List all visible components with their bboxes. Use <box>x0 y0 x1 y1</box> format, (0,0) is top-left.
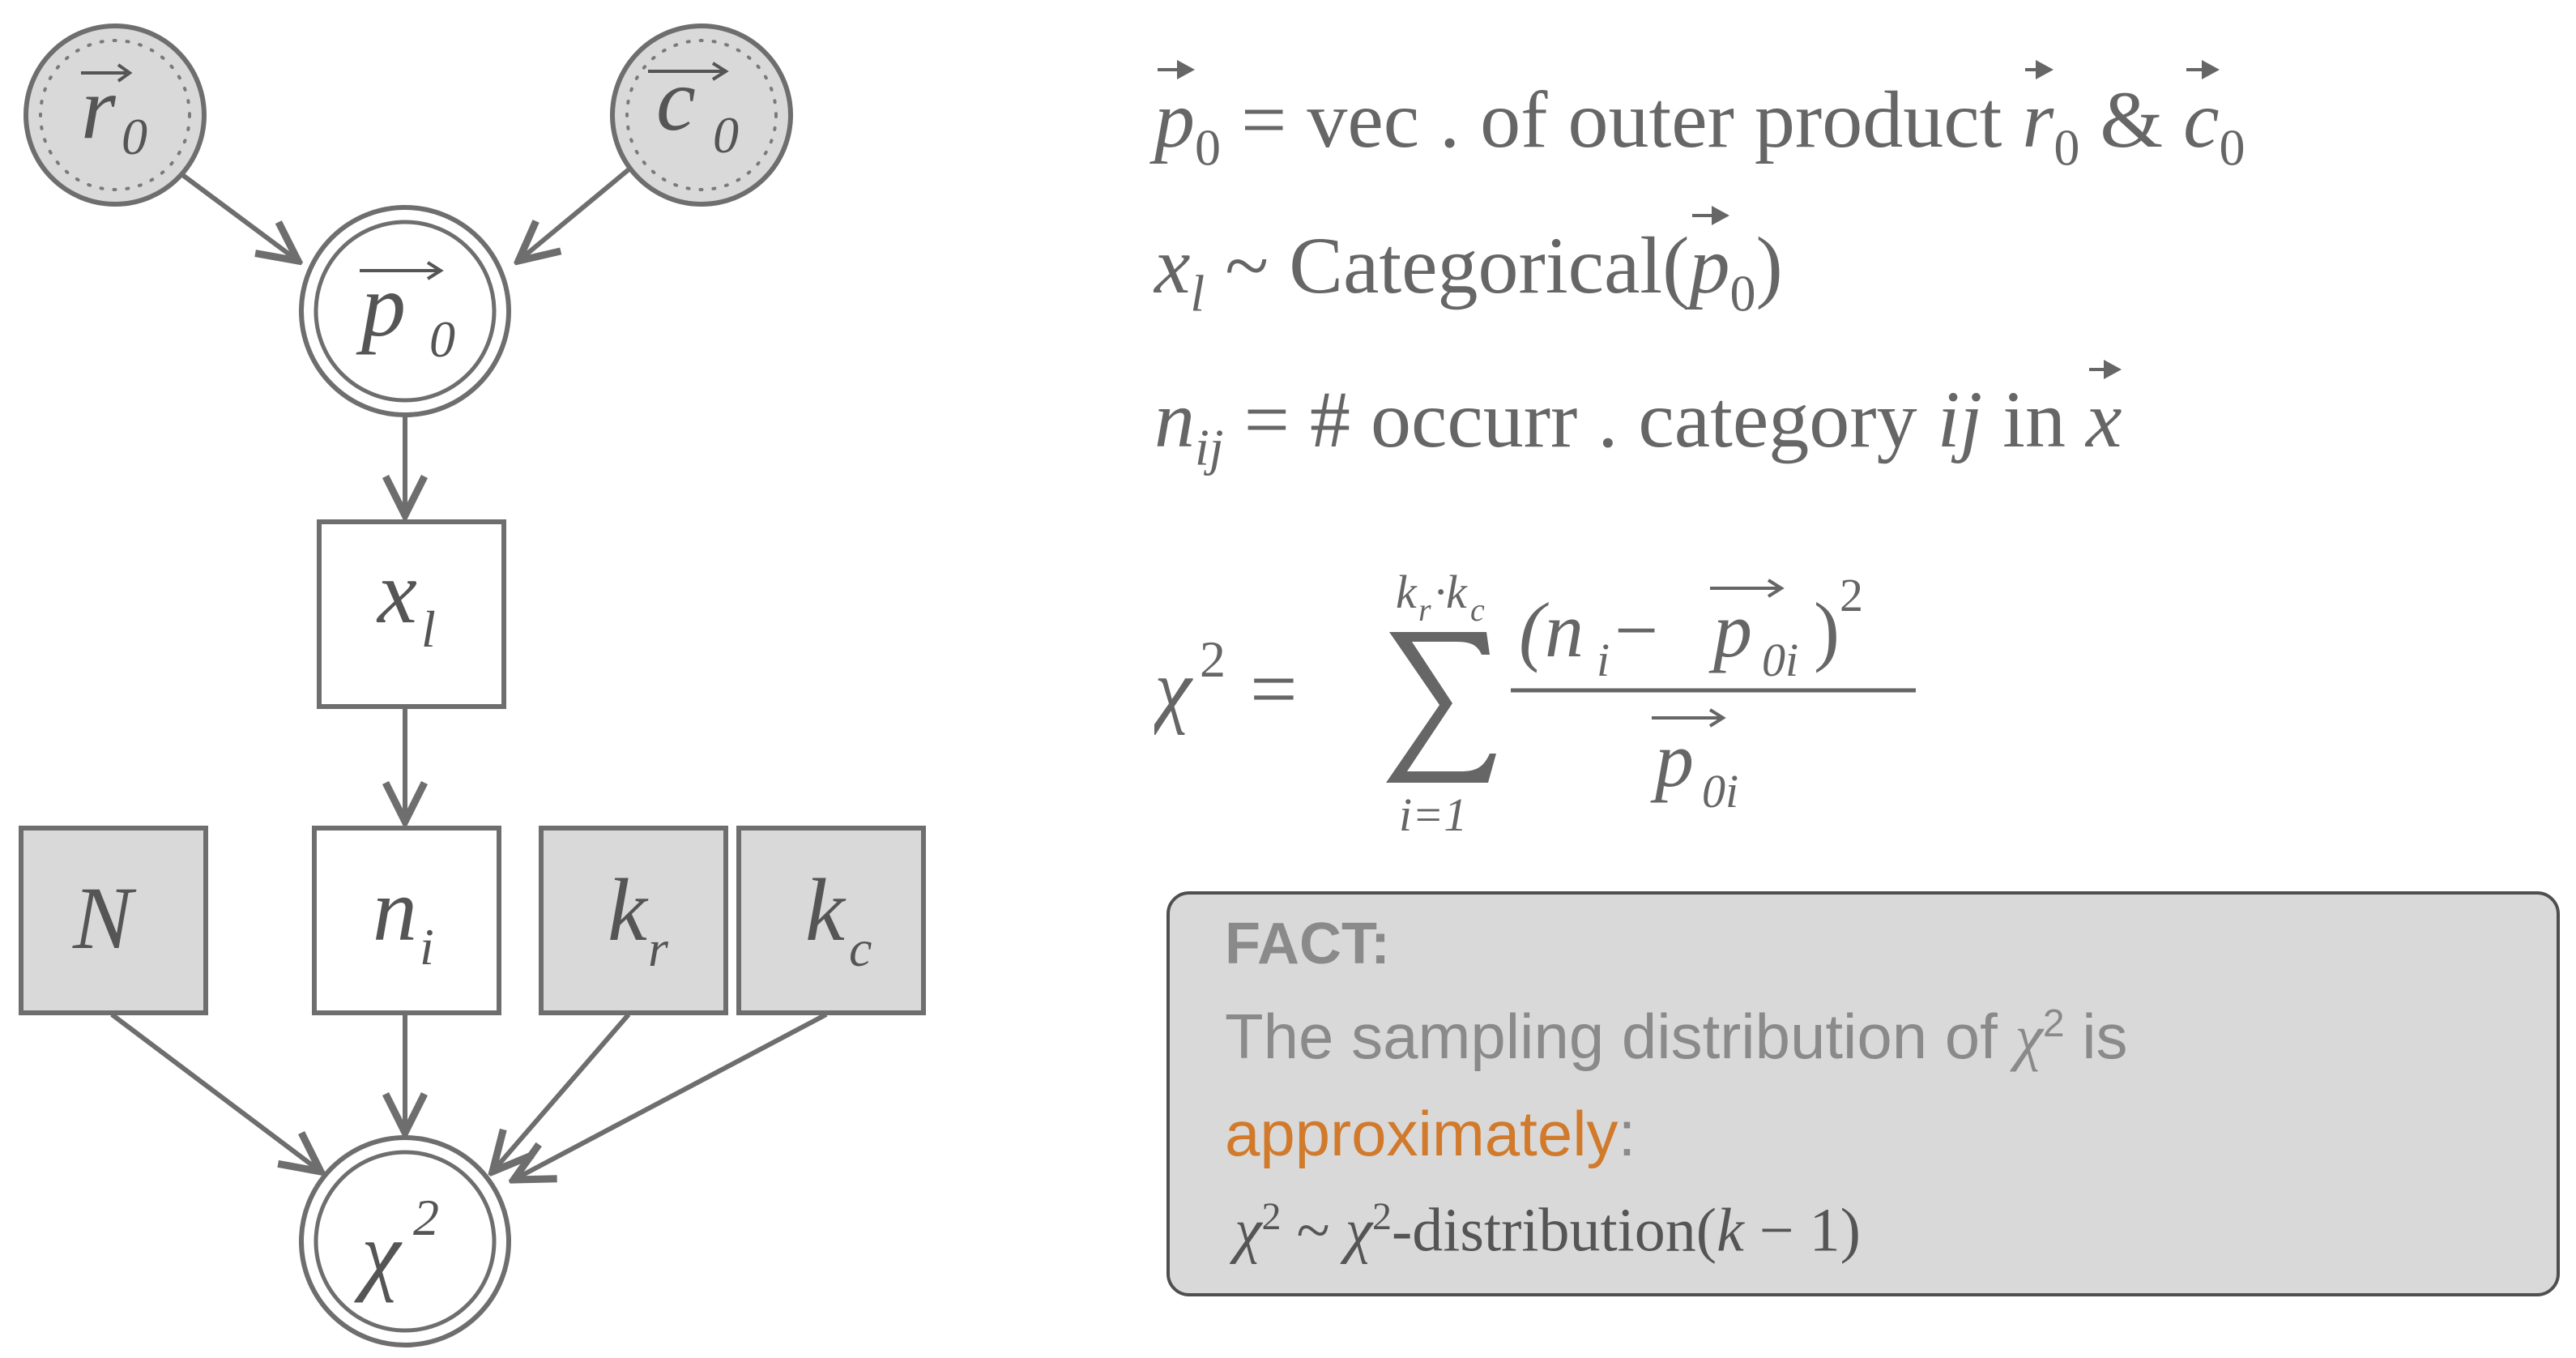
eq2-p-sub: 0 <box>1729 264 1756 322</box>
eq4-num-close: ) <box>1814 587 1840 673</box>
fact-title: FACT: <box>1225 912 1390 976</box>
node-chi-sup: 2 <box>413 1189 439 1246</box>
fact-line1-pre: The sampling distribution of <box>1225 1001 2015 1072</box>
eq2-p: p <box>1689 206 1730 310</box>
eq1-c-sub: 0 <box>2219 118 2245 177</box>
fact-formula-tilde: ~ <box>1281 1196 1346 1265</box>
graphical-model: r 0 c 0 p 0 x l N n i k r <box>19 23 926 1347</box>
node-kr-base: k <box>608 860 649 959</box>
eq1-r-sub: 0 <box>2054 118 2080 177</box>
node-chi-squared: χ 2 <box>299 1135 511 1347</box>
node-xl: x l <box>317 519 506 709</box>
node-kr: k r <box>539 826 728 1015</box>
eq4-equals: = <box>1250 643 1298 736</box>
eq3-x: x <box>2085 360 2122 464</box>
node-c0: c 0 <box>610 23 793 207</box>
eq1-c: c <box>2183 60 2220 164</box>
node-N-base: N <box>72 869 137 967</box>
eq1-amp: & <box>2079 75 2184 164</box>
equation-chi-squared-sum: χ 2 = k r · k c i=1 (n i − p 0i ) 2 p 0i <box>1154 566 1916 835</box>
node-kc-sub: c <box>849 920 872 977</box>
eq4-upper-k1: k <box>1396 566 1418 618</box>
eq2-tilde: ~ Categorical( <box>1205 220 1690 310</box>
fact-formula-rest: -distribution( <box>1392 1196 1717 1265</box>
eq3-mid: = # occurr . category <box>1223 374 1938 464</box>
fact-formula: χ2 ~ χ2-distribution(k − 1) <box>1235 1194 1861 1266</box>
eq4-lower: i=1 <box>1399 788 1467 835</box>
node-r0: r 0 <box>23 23 207 207</box>
fact-formula-chi2: χ <box>1345 1196 1372 1265</box>
eq3-ij: ij <box>1937 374 1983 464</box>
node-kr-sub: r <box>648 920 669 977</box>
fact-formula-k: k <box>1717 1196 1744 1265</box>
node-c0-base: c <box>656 50 696 149</box>
fact-formula-end: − 1) <box>1743 1196 1861 1265</box>
fact-line2-accent: approximately <box>1225 1098 1619 1169</box>
edge-c0-p0 <box>518 164 633 261</box>
eq3-n: n <box>1154 374 1195 464</box>
eq4-upper-k2: k <box>1446 566 1468 618</box>
node-chi-base: χ <box>354 1204 403 1303</box>
node-p0-base: p <box>356 256 406 355</box>
eq1-r: r <box>2022 60 2054 164</box>
eq4-num-i: i <box>1597 634 1610 686</box>
node-c0-sub: 0 <box>713 106 739 164</box>
fact-formula-sup2: 2 <box>1372 1195 1392 1238</box>
eq1-p-sub: 0 <box>1195 118 1221 177</box>
edge-N-chi <box>110 1012 321 1172</box>
fact-line2-post: : <box>1618 1098 1636 1169</box>
edge-kr-chi <box>493 1013 631 1172</box>
fact-line1-sup: 2 <box>2042 1002 2065 1045</box>
eq3-in: in <box>1982 374 2086 464</box>
eq4-num-open: (n <box>1519 587 1584 673</box>
eq4-num-p: p <box>1708 587 1752 673</box>
edge-r0-p0 <box>170 164 298 261</box>
node-kc-base: k <box>805 860 847 959</box>
eq4-upper-c: c <box>1470 591 1485 628</box>
node-xl-sub: l <box>421 600 436 658</box>
fact-formula-chi: χ <box>1235 1196 1262 1265</box>
equation-xl-categorical: xl ~ Categorical(p0) <box>1154 206 1783 323</box>
eq4-den-p: p <box>1650 716 1694 803</box>
edge-kc-chi <box>514 1012 828 1180</box>
eq4-upper-r: r <box>1418 591 1431 628</box>
node-N: N <box>19 826 208 1015</box>
sigma-icon <box>1386 632 1496 783</box>
equation-p0-definition: p0 = vec . of outer product r0 & c0 <box>1154 60 2245 177</box>
equation-nij-count: nij = # occurr . category ij in x <box>1154 360 2122 477</box>
eq2-close: ) <box>1755 220 1783 310</box>
fact-box: FACT: The sampling distribution of χ2 is… <box>1166 891 2560 1296</box>
eq4-chi-sup: 2 <box>1200 630 1226 688</box>
eq4-num-minus: − <box>1614 587 1658 673</box>
eq4-num-p-sub: 0i <box>1762 634 1798 686</box>
node-r0-base: r <box>81 58 117 157</box>
eq4-upper-dot: · <box>1433 566 1448 618</box>
fact-formula-sup: 2 <box>1261 1195 1282 1238</box>
node-ni-sub: i <box>420 918 434 976</box>
eq4-num-sup: 2 <box>1840 569 1863 621</box>
eq4-den-sub: 0i <box>1702 765 1738 818</box>
node-ni-base: n <box>373 860 417 959</box>
eq2-x: x <box>1154 220 1191 310</box>
fact-line-2: approximately: <box>1225 1097 1636 1171</box>
eq1-mid: = vec . of outer product <box>1221 75 2023 164</box>
eq1-p: p <box>1154 60 1195 164</box>
node-kc: k c <box>736 826 926 1015</box>
node-xl-base: x <box>376 543 417 642</box>
node-r0-sub: 0 <box>122 108 147 165</box>
fact-line1-post: is <box>2064 1001 2128 1072</box>
eq2-x-sub: l <box>1190 264 1205 322</box>
eq3-n-sub: ij <box>1195 418 1224 476</box>
eq4-chi: χ <box>1154 643 1193 736</box>
node-p0-sub: 0 <box>429 310 455 368</box>
node-p0: p 0 <box>299 205 511 417</box>
fact-line1-chi: χ <box>2015 1001 2043 1072</box>
fact-line-1: The sampling distribution of χ2 is <box>1225 1000 2128 1074</box>
node-ni: n i <box>312 826 501 1015</box>
